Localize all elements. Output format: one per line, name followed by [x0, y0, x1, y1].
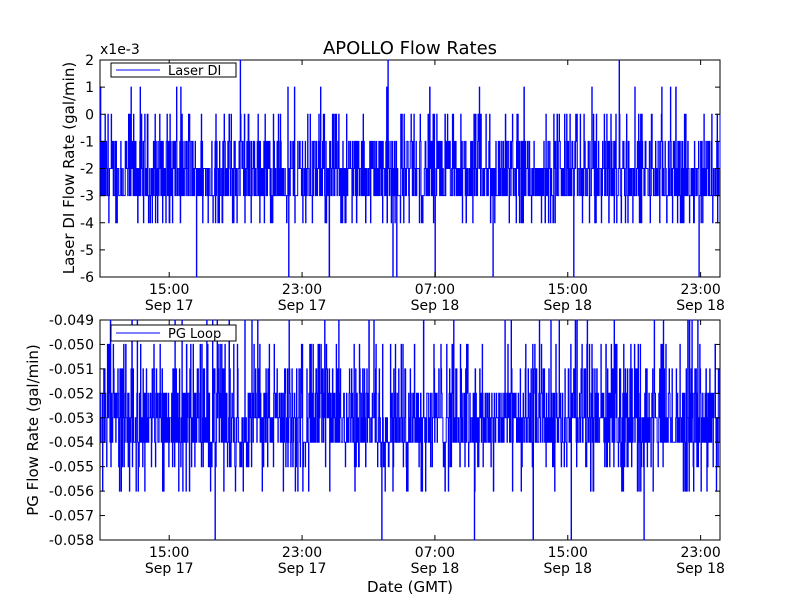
x-tick-label-date: Sep 17 — [145, 561, 194, 577]
series-pg-loop — [99, 319, 721, 541]
x-tick-label-time: 07:00 — [415, 545, 455, 561]
x-axis-label: Date (GMT) — [367, 578, 453, 596]
y-tick-label: -2 — [80, 162, 94, 178]
legend-label-pg-loop: PG Loop — [168, 327, 221, 342]
x-tick-label-time: 23:00 — [282, 282, 322, 298]
panel-pg-loop: -0.049 -0.050 -0.051 -0.052 -0.053 -0.054 -0.0… — [24, 313, 725, 596]
x-tick-label-time: 15:00 — [149, 282, 189, 298]
y-tick-label: -6 — [80, 270, 94, 286]
x-tick-label-date: Sep 18 — [543, 561, 592, 577]
x-tick-label-time: 23:00 — [680, 545, 720, 561]
x-tick-label-date: Sep 17 — [145, 298, 194, 314]
chart-title: APOLLO Flow Rates — [323, 38, 497, 59]
x-tick-label-time: 23:00 — [680, 282, 720, 298]
y-tick-label: -0.050 — [49, 337, 94, 353]
x-tick-label-date: Sep 17 — [278, 561, 327, 577]
y-axis-label-pg-loop: PG Flow Rate (gal/min) — [24, 344, 42, 516]
x-tick-label-date: Sep 18 — [676, 561, 725, 577]
y-tick-label: -3 — [80, 189, 94, 205]
legend-box-pg-loop — [110, 324, 237, 342]
x-tick-label-date: Sep 18 — [411, 298, 460, 314]
y-tick-label: -0.057 — [49, 509, 94, 525]
x-tick-label-time: 15:00 — [548, 282, 588, 298]
legend-pg-loop: PG Loop — [110, 324, 237, 342]
y-tick-label: -0.056 — [49, 484, 94, 500]
offset-label: x1e-3 — [100, 42, 140, 58]
y-tick-label: -0.052 — [49, 386, 94, 402]
y-tick-label: -4 — [80, 216, 94, 232]
y-ticks-laser-di: 2 1 0 -1 -2 -3 -4 -5 -6 — [80, 53, 720, 286]
x-tick-label-date: Sep 18 — [411, 561, 460, 577]
y-tick-label: -0.054 — [49, 435, 94, 451]
x-tick-label-date: Sep 18 — [543, 298, 592, 314]
x-tick-label-date: Sep 17 — [278, 298, 327, 314]
y-tick-label: -0.049 — [49, 313, 94, 329]
y-tick-label: 1 — [85, 80, 94, 96]
legend-label-laser-di: Laser DI — [168, 64, 221, 79]
y-tick-label: -1 — [80, 134, 94, 150]
x-tick-label-time: 23:00 — [282, 545, 322, 561]
y-tick-label: 0 — [85, 107, 94, 123]
y-tick-label: -0.051 — [49, 362, 94, 378]
x-tick-label-date: Sep 18 — [676, 298, 725, 314]
x-tick-label-time: 15:00 — [548, 545, 588, 561]
series-line-pg-loop — [99, 319, 721, 541]
y-axis-label-laser-di: Laser DI Flow Rate (gal/min) — [60, 62, 78, 274]
legend-box-laser-di — [110, 62, 237, 78]
series-line-laser-di — [99, 59, 721, 278]
y-tick-label: -0.053 — [49, 411, 94, 427]
y-tick-label: -5 — [80, 243, 94, 259]
legend-laser-di: Laser DI — [110, 62, 237, 79]
x-tick-label-time: 15:00 — [149, 545, 189, 561]
y-tick-label: -0.055 — [49, 460, 94, 476]
y-ticks-pg-loop: -0.049 -0.050 -0.051 -0.052 -0.053 -0.054 -0.0… — [49, 313, 720, 549]
x-tick-label-time: 07:00 — [415, 282, 455, 298]
series-laser-di — [99, 59, 721, 278]
y-tick-label: 2 — [85, 53, 94, 69]
y-tick-label: -0.058 — [49, 533, 94, 549]
